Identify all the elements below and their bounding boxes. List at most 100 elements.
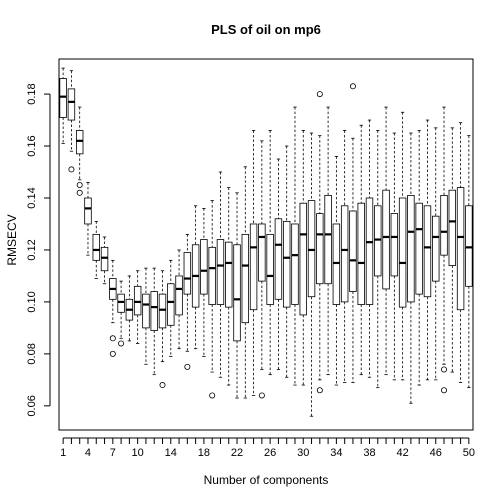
box-iqr [332, 223, 341, 305]
x-axis: 1 4 7 10 14 18 22 26 30 34 38 42 46 50 [60, 437, 475, 459]
box-iqr [423, 205, 432, 298]
outlier-point [184, 363, 191, 370]
box-group [84, 182, 92, 256]
box-group [92, 220, 100, 279]
box-iqr [100, 246, 109, 272]
outlier-point [68, 166, 75, 173]
outlier-point [316, 91, 323, 98]
x-tick-label: 26 [264, 447, 276, 459]
box-group [125, 275, 134, 342]
box-group [357, 124, 365, 376]
box-iqr [175, 275, 183, 316]
box-iqr [133, 285, 142, 316]
x-axis-label: Number of components [204, 473, 329, 487]
box-iqr [324, 194, 332, 285]
outlier-point [109, 350, 116, 357]
y-tick-label: 0.14 [26, 187, 38, 208]
box-iqr [465, 205, 473, 287]
box-group [167, 259, 175, 357]
box-group [456, 122, 465, 383]
box-iqr [75, 130, 84, 155]
box-iqr [282, 220, 291, 308]
box-iqr [225, 241, 233, 308]
box-group [75, 106, 84, 196]
box-group [208, 200, 216, 399]
outlier-point [316, 387, 323, 394]
y-tick-label: 0.10 [26, 291, 38, 312]
box-group [158, 270, 167, 389]
box-group [340, 130, 349, 383]
x-tick-label: 14 [165, 447, 177, 459]
box-group [191, 205, 200, 350]
x-tick-label: 4 [85, 447, 91, 459]
box-group [133, 270, 142, 344]
box-iqr [84, 197, 92, 225]
box-group [390, 132, 399, 381]
box-group [282, 145, 291, 378]
box-group [307, 132, 316, 417]
box-series [59, 67, 473, 417]
box-group [216, 171, 225, 378]
box-iqr [241, 233, 250, 324]
box-iqr [233, 244, 241, 342]
box-iqr [456, 187, 465, 311]
outlier-point [159, 382, 166, 389]
x-tick-label: 22 [231, 447, 243, 459]
box-iqr [374, 205, 382, 277]
box-group [316, 91, 324, 394]
box-group [407, 132, 415, 404]
box-iqr [307, 200, 316, 298]
box-iqr [340, 205, 349, 303]
box-group [415, 130, 423, 386]
x-tick-label: 18 [198, 447, 210, 459]
box-group [142, 267, 150, 365]
x-tick-label: 46 [430, 447, 442, 459]
x-tick-label: 42 [396, 447, 408, 459]
box-group [291, 106, 299, 386]
box-group [324, 106, 332, 376]
y-tick-label: 0.18 [26, 83, 38, 104]
box-iqr [382, 189, 390, 290]
box-iqr [357, 202, 365, 305]
outlier-point [118, 340, 125, 347]
box-iqr [291, 223, 299, 305]
box-iqr [266, 233, 274, 305]
box-group [150, 267, 158, 376]
box-group [258, 140, 266, 399]
box-iqr [274, 218, 283, 300]
x-tick-label: 1 [60, 447, 66, 459]
x-tick-label: 50 [463, 447, 475, 459]
outlier-point [258, 392, 265, 399]
box-group [423, 119, 432, 381]
outlier-point [349, 83, 356, 90]
box-iqr [59, 78, 67, 118]
box-group [299, 130, 307, 386]
box-group [200, 207, 208, 357]
y-tick-label: 0.12 [26, 239, 38, 260]
box-group [365, 119, 374, 378]
box-group [175, 249, 183, 350]
box-iqr [150, 291, 158, 331]
x-tick-label: 10 [132, 447, 144, 459]
box-group [266, 130, 274, 376]
box-group [67, 70, 76, 173]
box-group [349, 83, 357, 383]
x-tick-label: 7 [110, 447, 116, 459]
box-group [100, 236, 109, 285]
box-group [465, 135, 473, 389]
x-tick-label: 38 [363, 447, 375, 459]
outlier-point [76, 189, 83, 196]
box-group [398, 111, 407, 381]
box-iqr [407, 194, 415, 303]
box-iqr [365, 197, 374, 305]
box-group [382, 106, 390, 376]
box-iqr [92, 233, 100, 261]
box-iqr [208, 246, 216, 305]
box-iqr [158, 293, 167, 329]
box-group [183, 233, 192, 370]
box-group [274, 158, 283, 370]
box-group [241, 166, 250, 399]
y-axis: 0.06 0.08 0.10 0.12 0.14 0.16 0.18 [26, 83, 51, 417]
box-group [117, 280, 125, 347]
